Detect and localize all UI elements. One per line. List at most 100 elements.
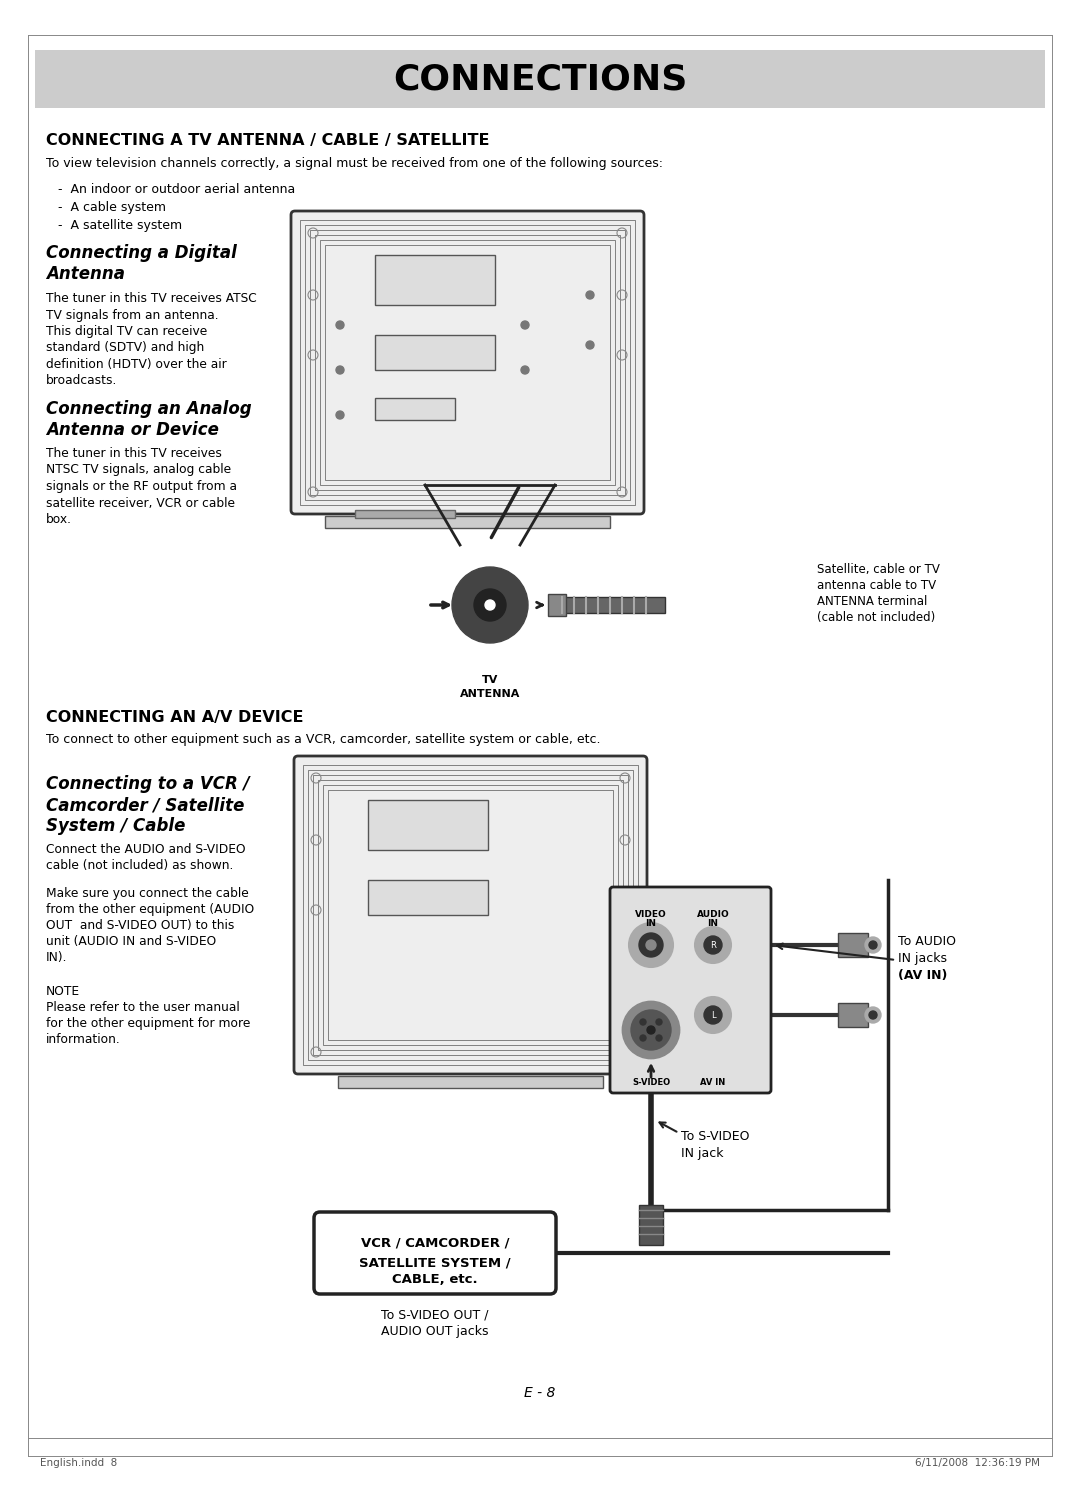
Text: English.indd  8: English.indd 8: [40, 1458, 118, 1469]
Circle shape: [453, 567, 528, 643]
Bar: [368, 880, 488, 915]
Text: To S-VIDEO: To S-VIDEO: [681, 1130, 750, 1144]
Text: satellite receiver, VCR or cable: satellite receiver, VCR or cable: [46, 497, 235, 510]
Bar: [315, 236, 620, 491]
Circle shape: [474, 589, 507, 620]
Circle shape: [521, 365, 529, 374]
Bar: [375, 335, 495, 370]
Bar: [300, 221, 635, 505]
Circle shape: [586, 341, 594, 349]
Text: -  A satellite system: - A satellite system: [58, 219, 183, 233]
Circle shape: [869, 941, 877, 948]
Text: Satellite, cable or TV: Satellite, cable or TV: [816, 564, 940, 576]
Text: E - 8: E - 8: [524, 1387, 556, 1400]
Text: -  An indoor or outdoor aerial antenna: - An indoor or outdoor aerial antenna: [58, 183, 295, 195]
Text: ANTENNA terminal: ANTENNA terminal: [816, 595, 928, 608]
Text: from the other equipment (AUDIO: from the other equipment (AUDIO: [46, 904, 254, 915]
Circle shape: [631, 1009, 671, 1050]
Text: IN: IN: [646, 918, 657, 927]
Text: broadcasts.: broadcasts.: [46, 374, 118, 388]
Bar: [552, 596, 665, 613]
Text: ANTENNA: ANTENNA: [460, 689, 521, 699]
Text: CONNECTING AN A/V DEVICE: CONNECTING AN A/V DEVICE: [46, 710, 303, 725]
Text: Connecting to a VCR /: Connecting to a VCR /: [46, 775, 249, 793]
Text: 6/11/2008  12:36:19 PM: 6/11/2008 12:36:19 PM: [915, 1458, 1040, 1469]
Text: TV signals from an antenna.: TV signals from an antenna.: [46, 309, 218, 322]
Bar: [323, 784, 618, 1045]
Text: The tuner in this TV receives ATSC: The tuner in this TV receives ATSC: [46, 292, 257, 306]
Text: cable (not included) as shown.: cable (not included) as shown.: [46, 859, 233, 872]
Text: information.: information.: [46, 1033, 121, 1047]
Circle shape: [586, 291, 594, 300]
Text: box.: box.: [46, 513, 72, 526]
Text: signals or the RF output from a: signals or the RF output from a: [46, 480, 237, 494]
Circle shape: [865, 1006, 881, 1023]
FancyBboxPatch shape: [610, 887, 771, 1093]
Circle shape: [629, 923, 673, 968]
Bar: [325, 245, 610, 480]
Bar: [368, 801, 488, 850]
Circle shape: [656, 1035, 662, 1041]
Bar: [838, 1003, 868, 1027]
Text: Please refer to the user manual: Please refer to the user manual: [46, 1000, 240, 1014]
Text: NOTE: NOTE: [46, 986, 80, 997]
Circle shape: [704, 1006, 723, 1024]
Text: definition (HDTV) over the air: definition (HDTV) over the air: [46, 358, 227, 371]
Bar: [325, 516, 610, 528]
Text: AUDIO: AUDIO: [697, 910, 729, 918]
FancyBboxPatch shape: [314, 1212, 556, 1294]
Circle shape: [639, 933, 663, 957]
Text: -  A cable system: - A cable system: [58, 201, 166, 215]
FancyBboxPatch shape: [291, 212, 644, 514]
Text: Antenna or Device: Antenna or Device: [46, 420, 219, 438]
Circle shape: [640, 1018, 646, 1024]
Text: CONNECTING A TV ANTENNA / CABLE / SATELLITE: CONNECTING A TV ANTENNA / CABLE / SATELL…: [46, 133, 489, 148]
Text: To view television channels correctly, a signal must be received from one of the: To view television channels correctly, a…: [46, 157, 663, 170]
Text: (cable not included): (cable not included): [816, 611, 935, 625]
Circle shape: [623, 1002, 679, 1059]
Bar: [310, 230, 625, 495]
Circle shape: [485, 599, 495, 610]
Text: VCR / CAMCORDER /: VCR / CAMCORDER /: [361, 1236, 510, 1249]
Text: antenna cable to TV: antenna cable to TV: [816, 579, 936, 592]
Bar: [375, 398, 455, 420]
Text: standard (SDTV) and high: standard (SDTV) and high: [46, 341, 204, 355]
Text: AUDIO OUT jacks: AUDIO OUT jacks: [381, 1325, 489, 1337]
Circle shape: [656, 1018, 662, 1024]
Circle shape: [336, 365, 345, 374]
Circle shape: [640, 1035, 646, 1041]
Bar: [328, 790, 613, 1041]
Text: CONNECTIONS: CONNECTIONS: [393, 63, 687, 95]
Text: R: R: [710, 941, 716, 950]
Circle shape: [336, 321, 345, 330]
Text: NTSC TV signals, analog cable: NTSC TV signals, analog cable: [46, 464, 231, 477]
Bar: [308, 769, 633, 1060]
Text: S-VIDEO: S-VIDEO: [632, 1078, 670, 1087]
Bar: [318, 780, 623, 1050]
Circle shape: [696, 927, 731, 963]
Text: CABLE, etc.: CABLE, etc.: [392, 1273, 477, 1287]
Text: Camcorder / Satellite: Camcorder / Satellite: [46, 796, 244, 814]
Bar: [35, 51, 1045, 107]
Text: Make sure you connect the cable: Make sure you connect the cable: [46, 887, 248, 901]
Text: IN jack: IN jack: [681, 1147, 724, 1160]
Text: L: L: [711, 1011, 715, 1020]
Bar: [338, 1077, 603, 1088]
Circle shape: [646, 939, 656, 950]
Circle shape: [696, 997, 731, 1033]
Circle shape: [430, 546, 550, 665]
Bar: [838, 933, 868, 957]
Text: IN).: IN).: [46, 951, 67, 965]
Text: The tuner in this TV receives: The tuner in this TV receives: [46, 447, 221, 461]
Text: This digital TV can receive: This digital TV can receive: [46, 325, 207, 338]
Bar: [313, 775, 627, 1056]
Bar: [303, 765, 638, 1065]
Text: unit (AUDIO IN and S-VIDEO: unit (AUDIO IN and S-VIDEO: [46, 935, 216, 948]
Text: IN jacks: IN jacks: [897, 951, 947, 965]
Bar: [548, 593, 566, 616]
Text: Connecting a Digital: Connecting a Digital: [46, 245, 237, 262]
FancyBboxPatch shape: [294, 756, 647, 1074]
Circle shape: [704, 936, 723, 954]
Text: To connect to other equipment such as a VCR, camcorder, satellite system or cabl: To connect to other equipment such as a …: [46, 734, 600, 746]
Text: SATELLITE SYSTEM /: SATELLITE SYSTEM /: [360, 1255, 511, 1269]
